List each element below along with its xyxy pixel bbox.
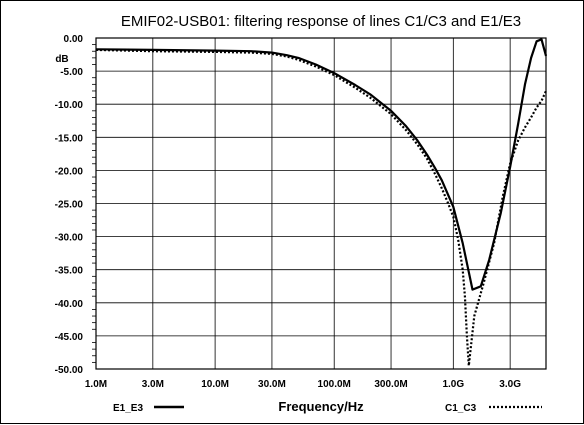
y-tick-label: -40.00	[55, 299, 84, 310]
y-tick-label: -15.00	[55, 133, 84, 144]
y-tick-label: -5.00	[60, 67, 83, 78]
x-tick-label: 10.0M	[201, 379, 229, 390]
y-tick-label: -30.00	[55, 233, 84, 244]
series-line-c1-c3	[95, 48, 548, 367]
y-tick-label: -45.00	[55, 332, 84, 343]
x-tick-label: 3.0M	[142, 379, 164, 390]
grid	[96, 38, 546, 369]
legend-e1-e3: E1_E3	[113, 403, 184, 414]
x-tick-label: 30.0M	[258, 379, 286, 390]
y-minor-ticks	[92, 44, 96, 363]
series-line-e1-e3	[95, 38, 548, 291]
y-tick-labels: 0.00 -5.00 -10.00 -15.00 -20.00 -25.00 -30.00 -…	[55, 34, 84, 376]
legend-c1-c3: C1_C3	[445, 403, 542, 414]
y-tick-label: 0.00	[64, 34, 84, 45]
y-axis-unit-label: dB	[55, 54, 68, 65]
x-tick-labels: 1.0M 3.0M 10.0M 30.0M 100.0M 300.0M 1.0G 3.0G	[85, 379, 521, 390]
x-tick-label: 1.0G	[442, 379, 464, 390]
chart-title: EMIF02-USB01: filtering response of line…	[121, 13, 521, 30]
y-tick-label: -50.00	[55, 365, 84, 376]
x-tick-label: 300.0M	[374, 379, 407, 390]
x-tick-label: 1.0M	[85, 379, 107, 390]
legend-label-e1-e3: E1_E3	[113, 403, 143, 414]
y-tick-label: -25.00	[55, 200, 84, 211]
plot-area-border	[95, 37, 547, 370]
x-axis-title: Frequency/Hz	[278, 399, 364, 414]
x-tick-label: 100.0M	[318, 379, 351, 390]
y-tick-label: -35.00	[55, 266, 84, 277]
series-lines	[95, 38, 548, 367]
y-tick-label: -20.00	[55, 166, 84, 177]
x-tick-label: 3.0G	[499, 379, 521, 390]
legend-label-c1-c3: C1_C3	[445, 403, 477, 414]
y-tick-label: -10.00	[55, 100, 84, 111]
